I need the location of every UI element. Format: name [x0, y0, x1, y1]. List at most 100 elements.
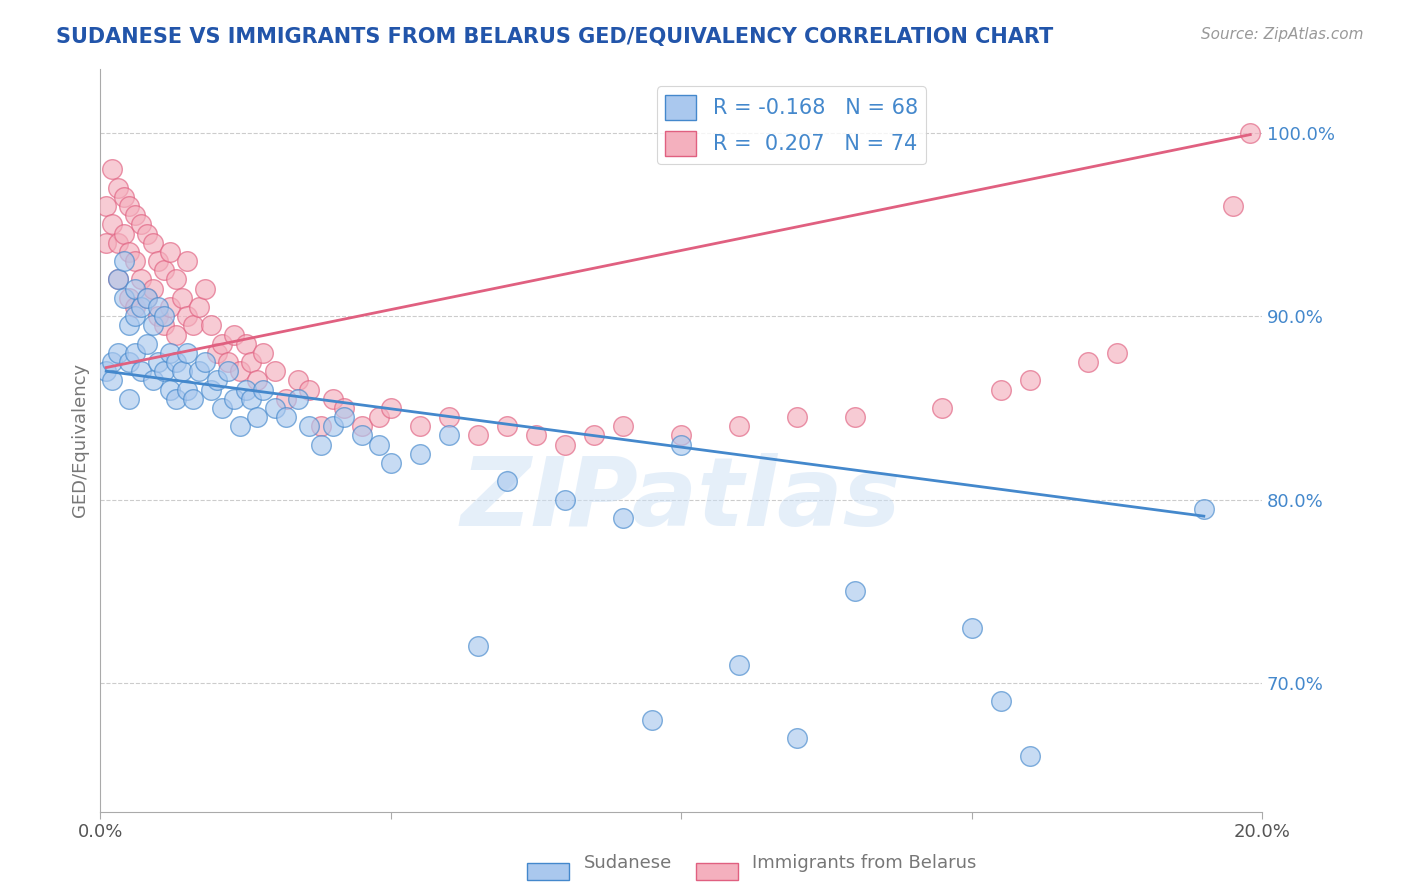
Point	[165, 272, 187, 286]
Text: Source: ZipAtlas.com: Source: ZipAtlas.com	[1201, 27, 1364, 42]
Point	[1222, 199, 1244, 213]
Point	[990, 383, 1012, 397]
Point	[246, 373, 269, 387]
Point	[200, 383, 222, 397]
Point	[101, 355, 124, 369]
Point	[1105, 346, 1128, 360]
Point	[669, 437, 692, 451]
Text: Immigrants from Belarus: Immigrants from Belarus	[752, 855, 977, 872]
Point	[129, 218, 152, 232]
Point	[728, 657, 751, 672]
Point	[467, 428, 489, 442]
Point	[276, 410, 298, 425]
Point	[107, 272, 129, 286]
Point	[333, 410, 356, 425]
Text: Sudanese: Sudanese	[583, 855, 672, 872]
Point	[181, 392, 204, 406]
Point	[960, 621, 983, 635]
Point	[309, 437, 332, 451]
Point	[153, 309, 176, 323]
Point	[153, 318, 176, 333]
Legend: R = -0.168   N = 68, R =  0.207   N = 74: R = -0.168 N = 68, R = 0.207 N = 74	[657, 87, 927, 164]
Point	[844, 410, 866, 425]
Point	[135, 291, 157, 305]
Point	[124, 254, 146, 268]
Point	[142, 373, 165, 387]
Point	[96, 364, 118, 378]
Point	[135, 227, 157, 241]
Point	[368, 410, 391, 425]
Point	[554, 437, 576, 451]
Point	[188, 300, 211, 314]
Point	[118, 392, 141, 406]
Point	[176, 309, 198, 323]
Point	[222, 392, 245, 406]
Point	[409, 419, 432, 434]
Point	[96, 235, 118, 250]
Point	[287, 392, 309, 406]
Point	[176, 383, 198, 397]
Point	[194, 355, 217, 369]
Point	[101, 373, 124, 387]
Point	[124, 300, 146, 314]
Point	[101, 218, 124, 232]
Point	[350, 419, 373, 434]
Point	[176, 346, 198, 360]
Point	[333, 401, 356, 415]
Point	[118, 199, 141, 213]
Point	[276, 392, 298, 406]
Point	[112, 254, 135, 268]
Point	[298, 383, 321, 397]
Point	[176, 254, 198, 268]
Point	[148, 254, 170, 268]
Point	[582, 428, 605, 442]
Point	[786, 731, 808, 746]
Point	[153, 263, 176, 277]
Point	[240, 355, 263, 369]
Point	[118, 318, 141, 333]
Point	[148, 309, 170, 323]
Point	[129, 272, 152, 286]
Point	[728, 419, 751, 434]
Point	[263, 364, 285, 378]
Point	[229, 364, 252, 378]
Point	[263, 401, 285, 415]
Point	[159, 346, 181, 360]
Point	[211, 336, 233, 351]
Point	[159, 244, 181, 259]
Point	[135, 336, 157, 351]
Point	[612, 419, 634, 434]
Point	[229, 419, 252, 434]
Point	[205, 346, 228, 360]
Point	[107, 272, 129, 286]
Point	[170, 291, 193, 305]
Point	[118, 244, 141, 259]
Text: ZIPatlas: ZIPatlas	[461, 453, 901, 546]
Point	[112, 291, 135, 305]
Point	[217, 355, 239, 369]
Point	[844, 584, 866, 599]
Point	[252, 346, 274, 360]
Point	[1077, 355, 1099, 369]
Point	[235, 383, 257, 397]
Point	[200, 318, 222, 333]
Point	[380, 456, 402, 470]
Point	[437, 410, 460, 425]
Point	[205, 373, 228, 387]
Point	[165, 392, 187, 406]
Point	[107, 181, 129, 195]
Point	[211, 401, 233, 415]
Point	[118, 355, 141, 369]
Point	[129, 300, 152, 314]
Point	[287, 373, 309, 387]
Point	[368, 437, 391, 451]
Point	[142, 318, 165, 333]
Point	[142, 235, 165, 250]
Point	[252, 383, 274, 397]
Point	[240, 392, 263, 406]
Point	[124, 208, 146, 222]
Point	[107, 235, 129, 250]
Point	[153, 364, 176, 378]
Point	[235, 336, 257, 351]
Point	[159, 300, 181, 314]
